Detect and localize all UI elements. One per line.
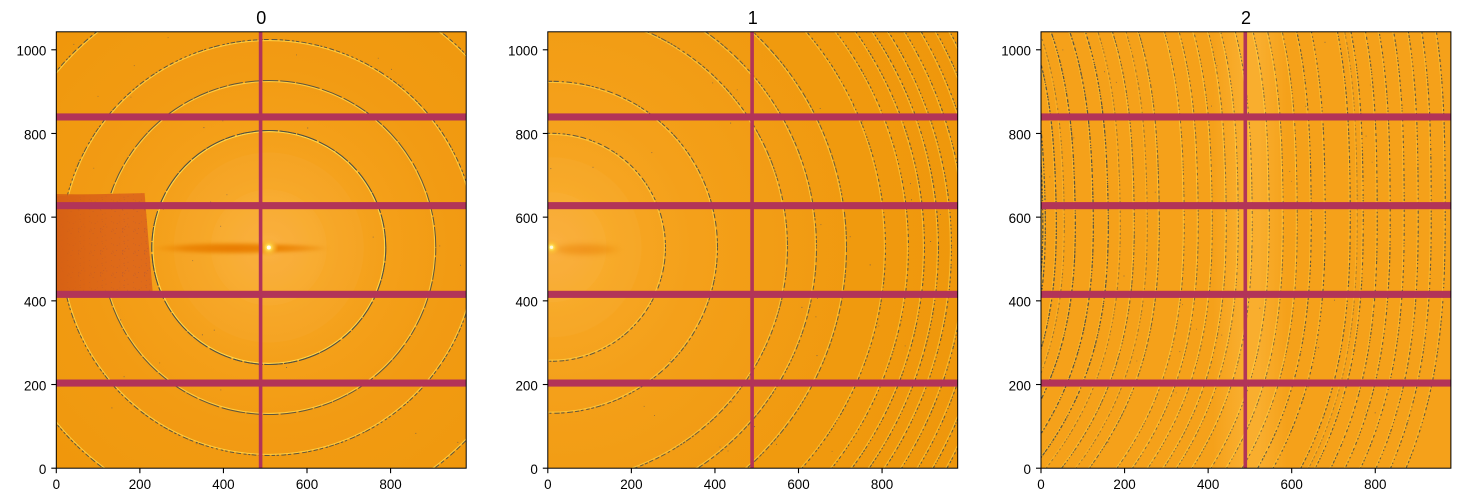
svg-text:600: 600	[787, 477, 809, 492]
svg-text:400: 400	[515, 295, 537, 310]
svg-text:200: 200	[515, 378, 537, 393]
svg-text:0: 0	[530, 462, 537, 477]
svg-text:0: 0	[39, 462, 46, 477]
svg-text:600: 600	[24, 211, 46, 226]
svg-text:400: 400	[1197, 477, 1219, 492]
svg-text:800: 800	[379, 477, 401, 492]
svg-text:800: 800	[1364, 477, 1386, 492]
svg-text:0: 0	[1037, 477, 1044, 492]
svg-text:400: 400	[212, 477, 234, 492]
svg-text:0: 0	[544, 477, 551, 492]
svg-text:600: 600	[1281, 477, 1303, 492]
svg-text:400: 400	[1009, 295, 1031, 310]
svg-text:800: 800	[871, 477, 893, 492]
svg-text:0: 0	[256, 8, 266, 28]
svg-text:800: 800	[24, 127, 46, 142]
svg-text:600: 600	[515, 211, 537, 226]
svg-text:600: 600	[296, 477, 318, 492]
svg-text:200: 200	[1113, 477, 1135, 492]
svg-text:1000: 1000	[1001, 44, 1031, 59]
svg-text:200: 200	[129, 477, 151, 492]
svg-text:200: 200	[1009, 378, 1031, 393]
svg-text:800: 800	[1009, 127, 1031, 142]
svg-text:800: 800	[515, 127, 537, 142]
svg-text:200: 200	[24, 378, 46, 393]
svg-text:1000: 1000	[17, 44, 47, 59]
svg-text:2: 2	[1241, 8, 1251, 28]
svg-text:200: 200	[620, 477, 642, 492]
svg-text:0: 0	[1024, 462, 1031, 477]
svg-text:0: 0	[53, 477, 60, 492]
svg-text:1: 1	[748, 8, 758, 28]
svg-text:600: 600	[1009, 211, 1031, 226]
svg-text:1000: 1000	[508, 44, 538, 59]
svg-text:400: 400	[704, 477, 726, 492]
svg-text:400: 400	[24, 295, 46, 310]
